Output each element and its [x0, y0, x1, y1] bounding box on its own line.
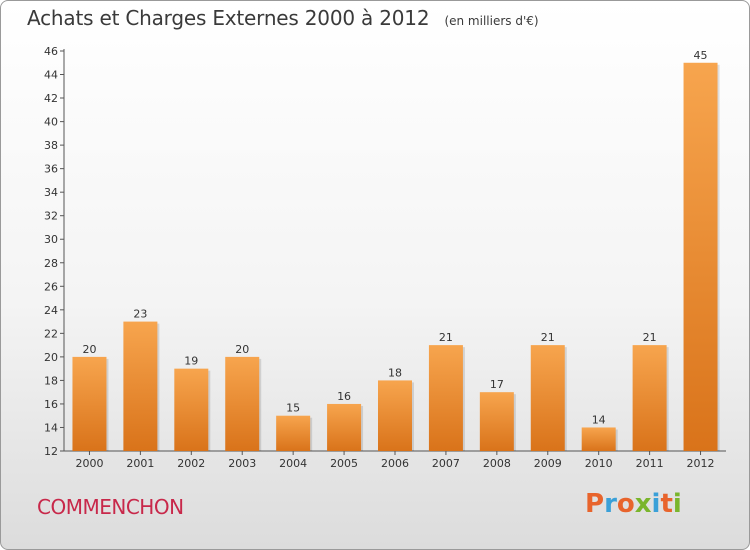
- logo-letter: t: [660, 489, 673, 519]
- y-tick-label: 28: [44, 257, 58, 270]
- x-tick-label: 2010: [585, 457, 613, 470]
- bar: [225, 356, 260, 451]
- x-tick-label: 2004: [279, 457, 307, 470]
- bar-value-label: 15: [286, 402, 300, 415]
- y-tick-label: 32: [44, 210, 58, 223]
- bar: [378, 380, 412, 451]
- y-tick-label: 36: [44, 163, 58, 176]
- bar-value-label: 18: [388, 366, 402, 379]
- commune-name: COMMENCHON: [37, 495, 184, 519]
- x-tick-label: 2000: [75, 457, 103, 470]
- y-tick-label: 22: [44, 327, 58, 340]
- x-tick-label: 2011: [636, 457, 664, 470]
- y-tick-label: 46: [44, 45, 58, 58]
- bar: [581, 427, 616, 451]
- bar: [530, 345, 565, 451]
- bar-value-label: 17: [490, 378, 504, 391]
- bar-value-label: 19: [184, 355, 198, 368]
- logo-letter: r: [604, 489, 617, 519]
- proxiti-logo[interactable]: Proxiti: [585, 489, 682, 519]
- logo-letter: o: [616, 489, 635, 519]
- x-tick-label: 2003: [228, 457, 256, 470]
- chart-title: Achats et Charges Externes 2000 à 2012: [27, 6, 430, 30]
- y-tick-label: 14: [44, 421, 58, 434]
- y-tick-label: 26: [44, 280, 58, 293]
- bar-value-label: 21: [439, 331, 453, 344]
- x-tick-label: 2006: [381, 457, 409, 470]
- x-tick-label: 2009: [534, 457, 562, 470]
- bar-value-label: 21: [541, 331, 555, 344]
- bar: [683, 62, 718, 451]
- x-tick-label: 2001: [126, 457, 154, 470]
- bar: [123, 321, 158, 451]
- y-tick-label: 12: [44, 445, 58, 458]
- bar: [72, 356, 107, 451]
- y-tick-label: 30: [44, 233, 58, 246]
- bar: [174, 368, 209, 451]
- logo-letter: x: [634, 489, 652, 519]
- bar-value-label: 20: [82, 343, 96, 356]
- logo-letter: i: [672, 489, 682, 519]
- logo-letter: i: [651, 489, 661, 519]
- bar-value-label: 20: [235, 343, 249, 356]
- bar: [327, 403, 362, 451]
- title-row: Achats et Charges Externes 2000 à 2012 (…: [27, 6, 539, 30]
- y-tick-label: 42: [44, 92, 58, 105]
- y-tick-label: 38: [44, 139, 58, 152]
- x-tick-label: 2005: [330, 457, 358, 470]
- y-tick-label: 18: [44, 374, 58, 387]
- bar: [428, 345, 463, 451]
- y-tick-label: 34: [44, 186, 58, 199]
- bar-value-label: 21: [643, 331, 657, 344]
- y-tick-label: 44: [44, 69, 58, 82]
- bar: [276, 415, 311, 451]
- bar-value-label: 14: [592, 413, 606, 426]
- y-tick-label: 20: [44, 351, 58, 364]
- bar-value-label: 16: [337, 390, 351, 403]
- chart-subtitle: (en milliers d'€): [444, 14, 539, 28]
- y-tick-label: 40: [44, 116, 58, 129]
- x-tick-label: 2002: [177, 457, 205, 470]
- logo-letter: P: [585, 489, 605, 519]
- bar: [479, 392, 514, 451]
- bar-value-label: 23: [133, 308, 147, 321]
- x-tick-label: 2012: [687, 457, 715, 470]
- x-tick-label: 2007: [432, 457, 460, 470]
- bar-value-label: 45: [694, 49, 708, 62]
- y-tick-label: 24: [44, 304, 58, 317]
- y-tick-label: 16: [44, 398, 58, 411]
- x-tick-label: 2008: [483, 457, 511, 470]
- bar: [632, 345, 667, 451]
